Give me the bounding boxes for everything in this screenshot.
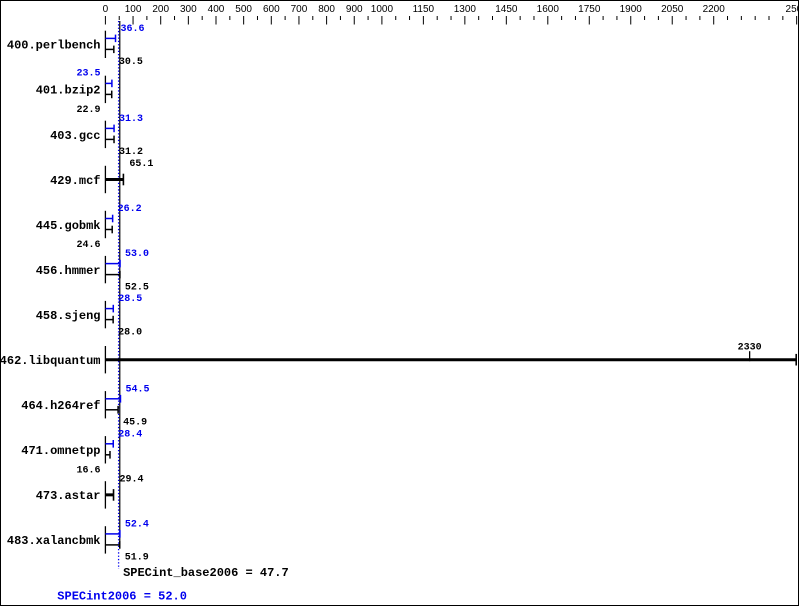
svg-text:29.4: 29.4 bbox=[120, 475, 144, 486]
svg-text:1750: 1750 bbox=[578, 4, 601, 15]
svg-text:400: 400 bbox=[208, 4, 225, 15]
svg-text:471.omnetpp: 471.omnetpp bbox=[21, 444, 100, 458]
svg-text:28.4: 28.4 bbox=[118, 429, 142, 440]
svg-text:200: 200 bbox=[152, 4, 169, 15]
svg-text:300: 300 bbox=[180, 4, 197, 15]
svg-text:458.sjeng: 458.sjeng bbox=[36, 309, 101, 323]
svg-text:16.6: 16.6 bbox=[76, 465, 100, 476]
svg-text:30.5: 30.5 bbox=[119, 57, 143, 68]
svg-text:54.5: 54.5 bbox=[125, 384, 149, 395]
svg-text:SPECint2006 = 52.0: SPECint2006 = 52.0 bbox=[57, 590, 187, 604]
svg-text:1600: 1600 bbox=[537, 4, 560, 15]
svg-text:52.5: 52.5 bbox=[125, 282, 149, 293]
svg-text:26.2: 26.2 bbox=[118, 204, 142, 215]
svg-text:429.mcf: 429.mcf bbox=[50, 174, 100, 188]
svg-text:2200: 2200 bbox=[703, 4, 726, 15]
svg-text:1300: 1300 bbox=[454, 4, 477, 15]
svg-text:462.libquantum: 462.libquantum bbox=[1, 354, 101, 368]
svg-text:401.bzip2: 401.bzip2 bbox=[36, 84, 101, 98]
svg-text:0: 0 bbox=[103, 4, 109, 15]
svg-text:36.6: 36.6 bbox=[121, 24, 145, 35]
svg-text:1900: 1900 bbox=[620, 4, 643, 15]
svg-text:600: 600 bbox=[263, 4, 280, 15]
svg-text:400.perlbench: 400.perlbench bbox=[7, 39, 101, 53]
svg-text:23.5: 23.5 bbox=[76, 69, 100, 80]
svg-text:2330: 2330 bbox=[738, 343, 762, 354]
svg-text:2050: 2050 bbox=[661, 4, 684, 15]
svg-text:1000: 1000 bbox=[371, 4, 394, 15]
svg-text:53.0: 53.0 bbox=[125, 249, 149, 260]
svg-text:100: 100 bbox=[125, 4, 142, 15]
svg-text:28.5: 28.5 bbox=[118, 294, 142, 305]
svg-text:SPECint_base2006 = 47.7: SPECint_base2006 = 47.7 bbox=[123, 566, 289, 580]
svg-text:52.4: 52.4 bbox=[125, 520, 149, 531]
svg-text:28.0: 28.0 bbox=[118, 327, 142, 338]
svg-text:65.1: 65.1 bbox=[129, 159, 153, 170]
svg-text:500: 500 bbox=[235, 4, 252, 15]
svg-text:1450: 1450 bbox=[495, 4, 518, 15]
svg-text:45.9: 45.9 bbox=[123, 418, 147, 429]
svg-text:22.9: 22.9 bbox=[76, 105, 100, 116]
svg-text:900: 900 bbox=[346, 4, 363, 15]
svg-text:473.astar: 473.astar bbox=[36, 489, 101, 503]
svg-text:445.gobmk: 445.gobmk bbox=[36, 219, 101, 233]
svg-text:24.6: 24.6 bbox=[76, 240, 100, 251]
svg-text:1150: 1150 bbox=[413, 4, 435, 15]
svg-text:31.2: 31.2 bbox=[119, 147, 143, 158]
svg-text:483.xalancbmk: 483.xalancbmk bbox=[7, 534, 101, 548]
svg-text:800: 800 bbox=[318, 4, 335, 15]
svg-text:31.3: 31.3 bbox=[119, 114, 143, 125]
svg-text:456.hmmer: 456.hmmer bbox=[36, 264, 101, 278]
svg-text:464.h264ref: 464.h264ref bbox=[21, 399, 100, 413]
svg-text:700: 700 bbox=[291, 4, 308, 15]
svg-text:51.9: 51.9 bbox=[125, 553, 149, 564]
svg-text:403.gcc: 403.gcc bbox=[50, 129, 100, 143]
svg-text:2500: 2500 bbox=[786, 4, 799, 15]
